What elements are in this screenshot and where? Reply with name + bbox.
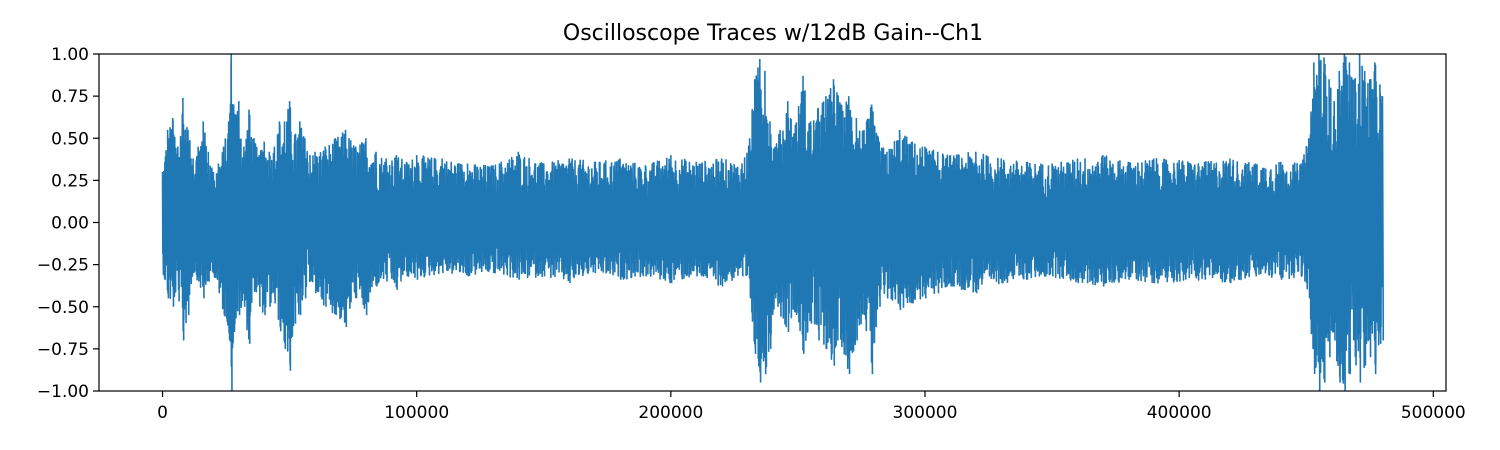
x-tick-label: 500000 xyxy=(1401,403,1466,423)
y-tick-label: 0.00 xyxy=(51,214,89,234)
y-tick-label: −0.25 xyxy=(37,256,89,276)
signal-trace xyxy=(161,54,1385,391)
trace-area xyxy=(161,54,1385,391)
y-tick-label: −0.75 xyxy=(37,340,89,360)
x-tick-label: 200000 xyxy=(638,403,703,423)
y-tick-label: −1.00 xyxy=(37,382,89,402)
x-tick-label: 0 xyxy=(157,403,168,423)
y-tick-label: 0.75 xyxy=(51,87,89,107)
y-tick-label: 0.25 xyxy=(51,171,89,191)
x-tick-label: 100000 xyxy=(384,403,449,423)
y-tick-label: 0.50 xyxy=(51,129,89,149)
chart-title: Oscilloscope Traces w/12dB Gain--Ch1 xyxy=(563,21,983,46)
y-tick-label: 1.00 xyxy=(51,45,89,65)
y-tick-label: −0.50 xyxy=(37,298,89,318)
x-tick-label: 400000 xyxy=(1147,403,1212,423)
y-axis: −1.00 −0.75 −0.50 −0.25 0.00 0.25 0.50 0.75 1.00 xyxy=(37,45,99,402)
x-axis: 0 100000 200000 300000 400000 500000 xyxy=(157,391,1466,423)
x-tick-label: 300000 xyxy=(893,403,958,423)
